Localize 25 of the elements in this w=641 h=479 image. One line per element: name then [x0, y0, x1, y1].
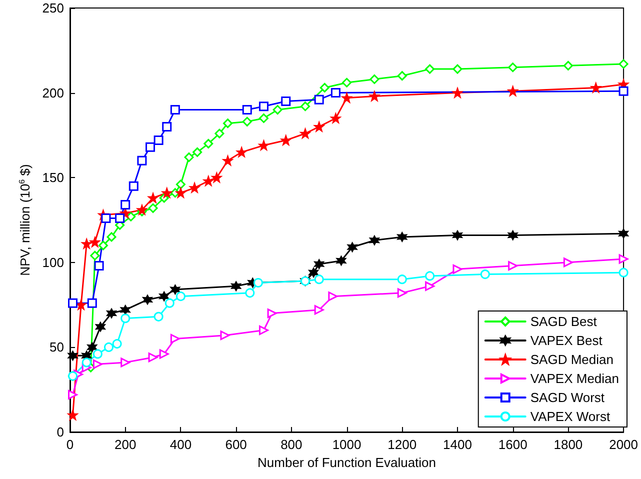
- legend-label: SAGD Best: [530, 314, 598, 329]
- legend-label: VAPEX Median: [530, 371, 619, 386]
- x-tick-label: 1600: [498, 437, 528, 452]
- x-tick-label: 1800: [554, 437, 583, 452]
- x-tick-label: 1200: [388, 437, 417, 452]
- y-tick-label: 150: [42, 170, 64, 186]
- legend-label: VAPEX Worst: [530, 409, 610, 424]
- x-axis-title: Number of Function Evaluation: [258, 455, 436, 470]
- legend-label: SAGD Median: [530, 352, 614, 367]
- x-tick-label: 0: [66, 437, 74, 452]
- y-tick-label: 200: [42, 85, 64, 100]
- x-tick-label: 200: [114, 437, 136, 452]
- x-tick-label: 600: [225, 437, 247, 452]
- y-tick-label: 0: [56, 424, 64, 440]
- y-tick-label: 50: [50, 340, 64, 355]
- y-axis-title: NPV, million (106 $): [17, 164, 32, 276]
- legend-label: VAPEX Best: [530, 333, 603, 348]
- x-tick-label: 400: [170, 437, 192, 452]
- x-tick-label: 1400: [443, 437, 472, 452]
- y-tick-label: 100: [42, 254, 64, 270]
- x-tick-label: 800: [280, 437, 302, 452]
- x-tick-label: 1000: [332, 437, 362, 452]
- legend-label: SAGD Worst: [530, 390, 605, 405]
- x-tick-label: 2000: [609, 437, 638, 452]
- y-tick-label: 250: [42, 0, 64, 16]
